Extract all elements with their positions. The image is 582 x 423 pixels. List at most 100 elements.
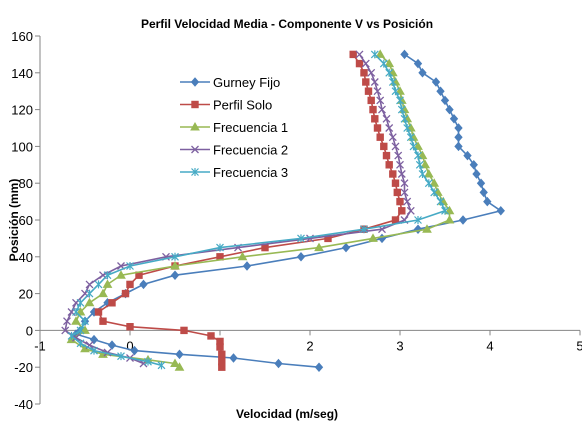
data-point: [102, 279, 113, 288]
data-point: [496, 206, 505, 216]
x-tick-label: 3: [396, 338, 403, 353]
data-point: [400, 114, 409, 123]
data-point: [367, 96, 375, 105]
data-point: [454, 141, 463, 152]
data-point: [414, 216, 422, 224]
data-point: [436, 197, 445, 206]
series-4: [61, 50, 415, 368]
data-point: [377, 233, 387, 244]
y-tick-label: 80: [19, 176, 33, 191]
x-tick-label: 2: [306, 338, 313, 353]
data-point: [388, 78, 397, 86]
data-point: [367, 68, 376, 77]
data-point: [469, 160, 478, 170]
data-point: [396, 160, 404, 169]
y-tick-label: -20: [14, 360, 33, 375]
data-point: [175, 349, 184, 360]
data-point: [417, 150, 428, 160]
legend-marker: [191, 168, 199, 176]
y-tick-label: 0: [26, 323, 33, 338]
legend-label: Perfil Solo: [213, 98, 272, 113]
data-point: [170, 358, 180, 368]
data-point: [130, 345, 139, 356]
data-point: [170, 270, 180, 280]
data-point: [242, 261, 252, 271]
legend-marker: [190, 121, 200, 131]
data-point: [458, 215, 468, 225]
data-point: [116, 270, 126, 279]
data-point: [216, 243, 224, 252]
data-point: [360, 225, 368, 234]
data-point: [355, 59, 364, 68]
data-point: [126, 280, 134, 289]
data-point: [314, 242, 324, 252]
data-point: [75, 306, 86, 316]
data-point: [216, 343, 224, 351]
data-point: [441, 206, 449, 215]
data-point: [413, 141, 423, 150]
data-point: [90, 346, 98, 355]
data-point: [400, 188, 409, 197]
data-point: [349, 50, 357, 59]
legend-label: Frecuencia 1: [213, 120, 288, 135]
data-point: [80, 325, 90, 334]
data-point: [67, 331, 76, 340]
data-point: [157, 361, 166, 370]
data-point: [414, 151, 422, 160]
data-point: [400, 49, 409, 60]
data-point: [108, 299, 116, 307]
data-point: [382, 151, 391, 160]
y-tick-label: 140: [11, 66, 33, 81]
data-point: [76, 298, 85, 307]
legend-item: Frecuencia 3: [180, 165, 288, 180]
data-point: [378, 105, 386, 114]
data-point: [423, 168, 434, 178]
x-tick-label: 5: [576, 338, 582, 353]
data-point: [391, 87, 400, 96]
data-point: [380, 142, 388, 151]
data-point: [364, 87, 373, 95]
data-point: [396, 96, 404, 105]
data-point: [170, 260, 180, 270]
legend-marker: [191, 145, 199, 154]
data-point: [126, 323, 134, 331]
y-tick-label: 120: [11, 103, 33, 118]
data-point: [94, 308, 103, 316]
data-point: [379, 59, 388, 68]
data-point: [376, 133, 384, 141]
legend-marker: [191, 100, 199, 109]
data-point: [369, 105, 377, 114]
data-point: [382, 114, 391, 123]
data-point: [440, 95, 450, 106]
data-point: [61, 326, 70, 335]
data-point: [397, 170, 406, 178]
data-point: [389, 170, 397, 178]
data-point: [398, 207, 406, 215]
data-point: [388, 133, 397, 142]
data-point: [274, 358, 283, 369]
y-tick-label: 160: [11, 29, 33, 44]
data-point: [314, 362, 324, 372]
data-point: [479, 187, 488, 198]
data-point: [375, 49, 386, 58]
x-axis-title: Velocidad (m/seg): [236, 407, 338, 421]
legend-label: Frecuencia 3: [213, 165, 288, 180]
legend-item: Perfil Solo: [180, 98, 272, 113]
data-point: [76, 326, 85, 335]
data-point: [429, 178, 440, 187]
y-tick-label: 40: [19, 250, 33, 265]
data-point: [444, 205, 455, 215]
y-tick-label: 20: [19, 287, 33, 302]
data-point: [483, 196, 492, 207]
data-point: [355, 50, 364, 59]
data-point: [430, 188, 439, 197]
data-point: [63, 317, 71, 326]
data-point: [103, 348, 112, 357]
data-point: [126, 262, 134, 270]
data-point: [391, 179, 400, 187]
data-point: [171, 252, 179, 261]
data-point: [360, 69, 368, 77]
data-point: [121, 289, 130, 298]
data-point: [218, 363, 226, 371]
series-line: [64, 53, 412, 365]
